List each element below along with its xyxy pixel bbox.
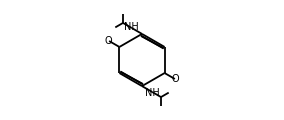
Text: O: O: [172, 74, 179, 84]
Text: NH: NH: [145, 88, 160, 98]
Text: O: O: [105, 36, 112, 46]
Text: NH: NH: [124, 22, 139, 32]
